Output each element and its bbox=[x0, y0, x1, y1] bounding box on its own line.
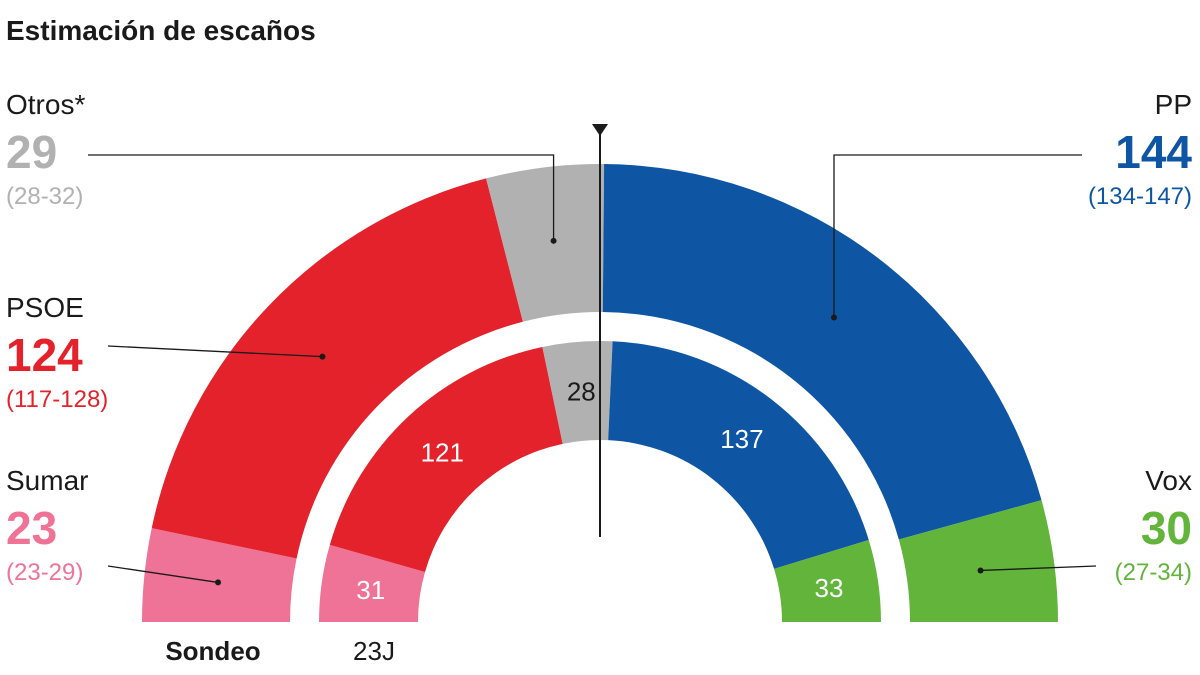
23j-value-psoe: 121 bbox=[421, 438, 464, 468]
majority-marker bbox=[592, 124, 608, 537]
23j-segment-vox bbox=[774, 539, 881, 622]
party-name-vox: Vox bbox=[1145, 465, 1192, 496]
sondeo-segment-sumar bbox=[142, 528, 297, 622]
23j-value-otros: 28 bbox=[567, 376, 596, 406]
chart-title: Estimación de escaños bbox=[6, 15, 316, 46]
23j-value-sumar: 31 bbox=[356, 575, 385, 605]
23j-segment-sumar bbox=[319, 544, 426, 622]
party-range-vox: (27-34) bbox=[1115, 559, 1192, 586]
leader-dot-psoe bbox=[319, 353, 326, 360]
party-name-psoe: PSOE bbox=[6, 292, 84, 323]
party-range-psoe: (117-128) bbox=[6, 386, 108, 413]
party-range-sumar: (23-29) bbox=[6, 559, 83, 586]
23j-value-vox: 33 bbox=[815, 573, 844, 603]
party-name-sumar: Sumar bbox=[6, 465, 88, 496]
party-name-otros: Otros* bbox=[6, 89, 85, 120]
leader-line-sumar bbox=[107, 565, 219, 584]
leader-line-vox bbox=[980, 565, 1097, 572]
party-seats-sumar: 23 bbox=[6, 502, 57, 554]
majority-triangle bbox=[592, 124, 608, 136]
ring-label-sondeo: Sondeo bbox=[165, 636, 260, 666]
sondeo-segment-pp bbox=[602, 164, 1042, 540]
leader-dot-pp bbox=[830, 314, 837, 321]
23j-segment-otros bbox=[542, 341, 613, 444]
leader-line-otros bbox=[88, 154, 555, 241]
sondeo-segment-psoe bbox=[151, 178, 523, 559]
ring-label-23j: 23J bbox=[353, 636, 395, 666]
23j-ring: 31 121 28 137 33 bbox=[319, 341, 881, 622]
leader-lines bbox=[88, 154, 1097, 586]
leader-dot-sumar bbox=[215, 579, 222, 586]
party-seats-vox: 30 bbox=[1141, 502, 1192, 554]
sondeo-ring bbox=[142, 164, 1058, 622]
party-range-otros: (28-32) bbox=[6, 183, 83, 210]
sondeo-segment-vox bbox=[898, 500, 1058, 622]
23j-segment-pp bbox=[608, 341, 869, 569]
party-name-pp: PP bbox=[1155, 89, 1192, 120]
party-range-pp: (134-147) bbox=[1088, 183, 1192, 210]
party-seats-psoe: 124 bbox=[6, 329, 83, 381]
leader-line-pp bbox=[833, 154, 1082, 318]
party-seats-pp: 144 bbox=[1115, 126, 1192, 178]
party-labels: Sumar 23 (23-29) PSOE 124 (117-128) Otros* 29 (2… bbox=[6, 89, 1192, 586]
leader-line-psoe bbox=[107, 345, 323, 358]
leader-dot-otros bbox=[550, 237, 557, 244]
party-seats-otros: 29 bbox=[6, 126, 57, 178]
23j-value-pp: 137 bbox=[720, 424, 763, 454]
leader-dot-vox bbox=[977, 567, 984, 574]
23j-segment-psoe bbox=[329, 346, 563, 573]
sondeo-segment-otros bbox=[486, 164, 605, 322]
